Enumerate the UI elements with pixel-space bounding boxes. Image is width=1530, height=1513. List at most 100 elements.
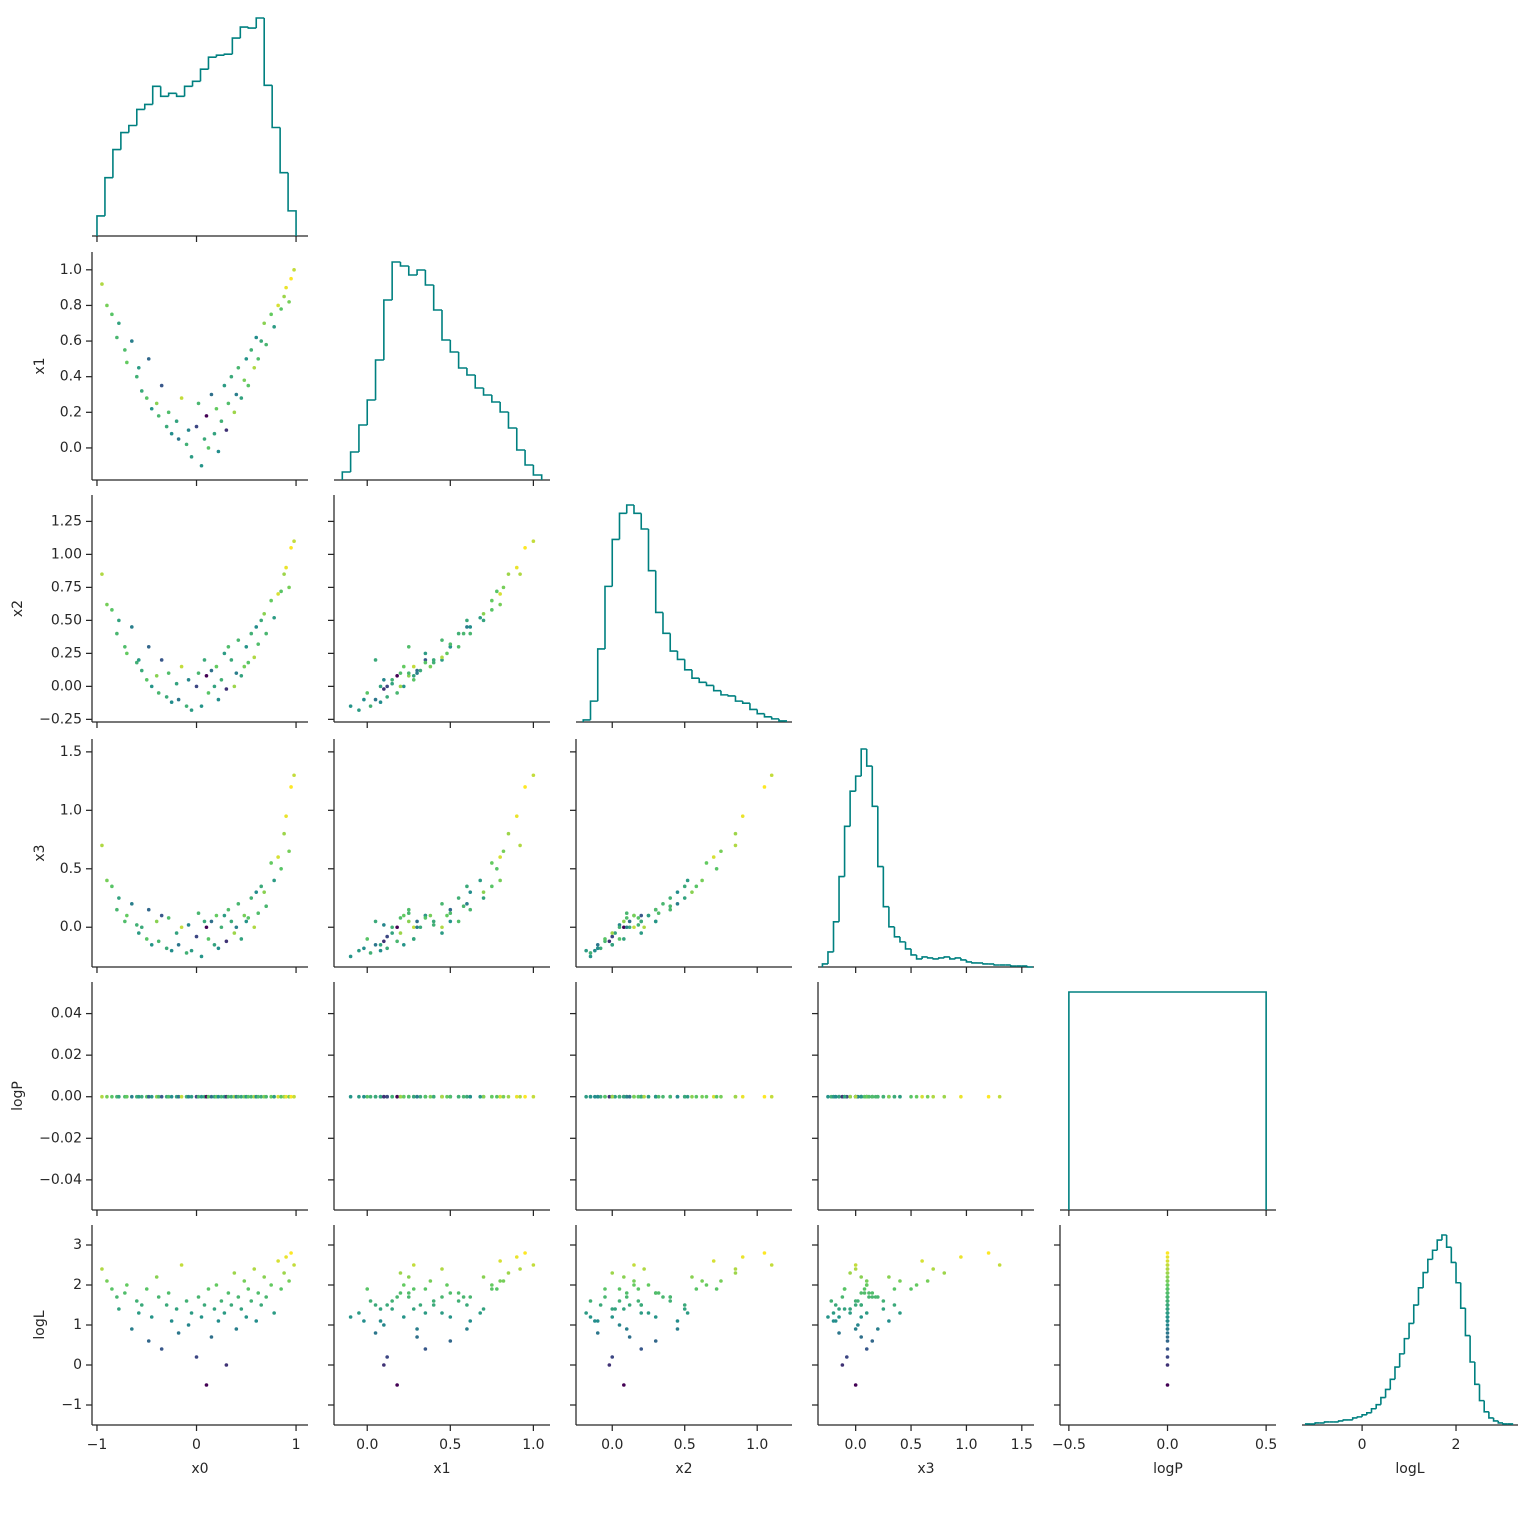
scatter-point [276,1094,280,1099]
scatter-point [711,1259,716,1263]
scatter-point [624,925,629,930]
scatter-point [445,1094,449,1099]
scatter-point [110,1094,114,1099]
scatter-point [642,1094,646,1099]
scatter-point [920,1259,924,1263]
scatter-point [481,618,486,623]
scatter-point [214,406,219,411]
scatter-point [189,455,194,459]
hist-step [691,669,700,679]
scatter-point [531,1094,536,1099]
scatter-point [1165,1255,1170,1259]
scatter-point [588,1094,593,1099]
y-tick-label: 3 [73,1237,82,1253]
scatter-point [925,1094,930,1099]
hist-step [1351,1417,1358,1420]
scatter-point [448,642,453,646]
scatter-point [415,919,419,924]
hist-step [391,261,401,300]
scatter-point [613,1094,617,1099]
hist-step [1380,1396,1386,1405]
scatter-point [204,1383,209,1387]
scatter-point [411,664,416,669]
scatter-point [1165,1263,1170,1267]
scatter-point [646,1311,651,1315]
hist-step [135,108,145,126]
y-tick-label: 0.50 [51,612,82,628]
scatter-point [501,1094,506,1099]
hist-step [720,690,729,696]
scatter-point [269,1094,273,1099]
scatter-point [222,383,227,388]
scatter-point [239,674,244,678]
scatter-point [925,1279,930,1283]
scatter-point [134,1299,139,1303]
scatter-point [292,1263,296,1267]
scatter-point [440,1311,444,1315]
scatter-point [853,1263,858,1267]
scatter-point [362,697,366,702]
scatter-point [357,1311,361,1315]
scatter-point [478,615,483,620]
hist-step [1323,1421,1330,1423]
scatter-point [105,1279,109,1283]
hist-step [827,951,834,964]
hist-step [1408,1322,1414,1339]
scatter-point [481,1094,486,1099]
scatter-point [711,1094,716,1099]
scatter-point [909,1094,913,1099]
scatter-point [624,911,629,916]
scatter-point [289,276,293,281]
scatter-point [209,668,214,673]
scatter-point [733,831,738,836]
scatter-point [242,1279,247,1283]
y-tick-label: −1 [61,1397,82,1413]
scatter-point [840,1363,845,1367]
scatter-point [123,1291,127,1295]
scatter-point [279,307,283,311]
y-tick-label: 1.5 [60,744,82,760]
scatter-point [639,931,644,935]
scatter-point [456,919,461,924]
scatter-point [159,383,164,388]
scatter-point [406,1291,411,1295]
scatter-point [411,1094,416,1099]
scatter-point [219,1094,224,1099]
scatter-point [518,843,522,848]
scatter-point [411,1287,416,1291]
scatter-point [598,1094,603,1099]
hist-step [849,790,856,827]
scatter-point [214,664,219,669]
y-tick-label: 1.0 [60,262,82,278]
scatter-point [498,602,502,607]
scatter-point [478,878,483,883]
scatter-point [622,919,626,924]
scatter-point [624,916,629,920]
scatter-point [390,677,394,682]
scatter-point [196,911,201,916]
scatter-point [236,365,241,370]
scatter-point [139,389,144,393]
scatter-point [189,948,194,953]
scatter-point [117,896,121,900]
scatter-point [159,1347,164,1351]
scatter-point [598,1303,603,1307]
scatter-point [154,1275,159,1279]
scatter-point [259,884,264,889]
hist-step [231,37,241,55]
scatter-point [117,618,121,623]
scatter-point [115,1295,119,1299]
x-tick-label: 0.5 [439,1437,461,1453]
scatter-point [675,1327,680,1331]
scatter-point [206,446,211,450]
scatter-point [682,884,687,889]
scatter-point [136,931,141,935]
hist-step [676,651,685,661]
hist-step [1342,1419,1349,1421]
scatter-point [1165,1295,1170,1299]
scatter-point [174,931,179,935]
y-tick-label: −0.02 [39,1130,82,1146]
scatter-point [236,1094,241,1099]
hist-step [457,352,467,369]
scatter-point [704,1283,709,1287]
